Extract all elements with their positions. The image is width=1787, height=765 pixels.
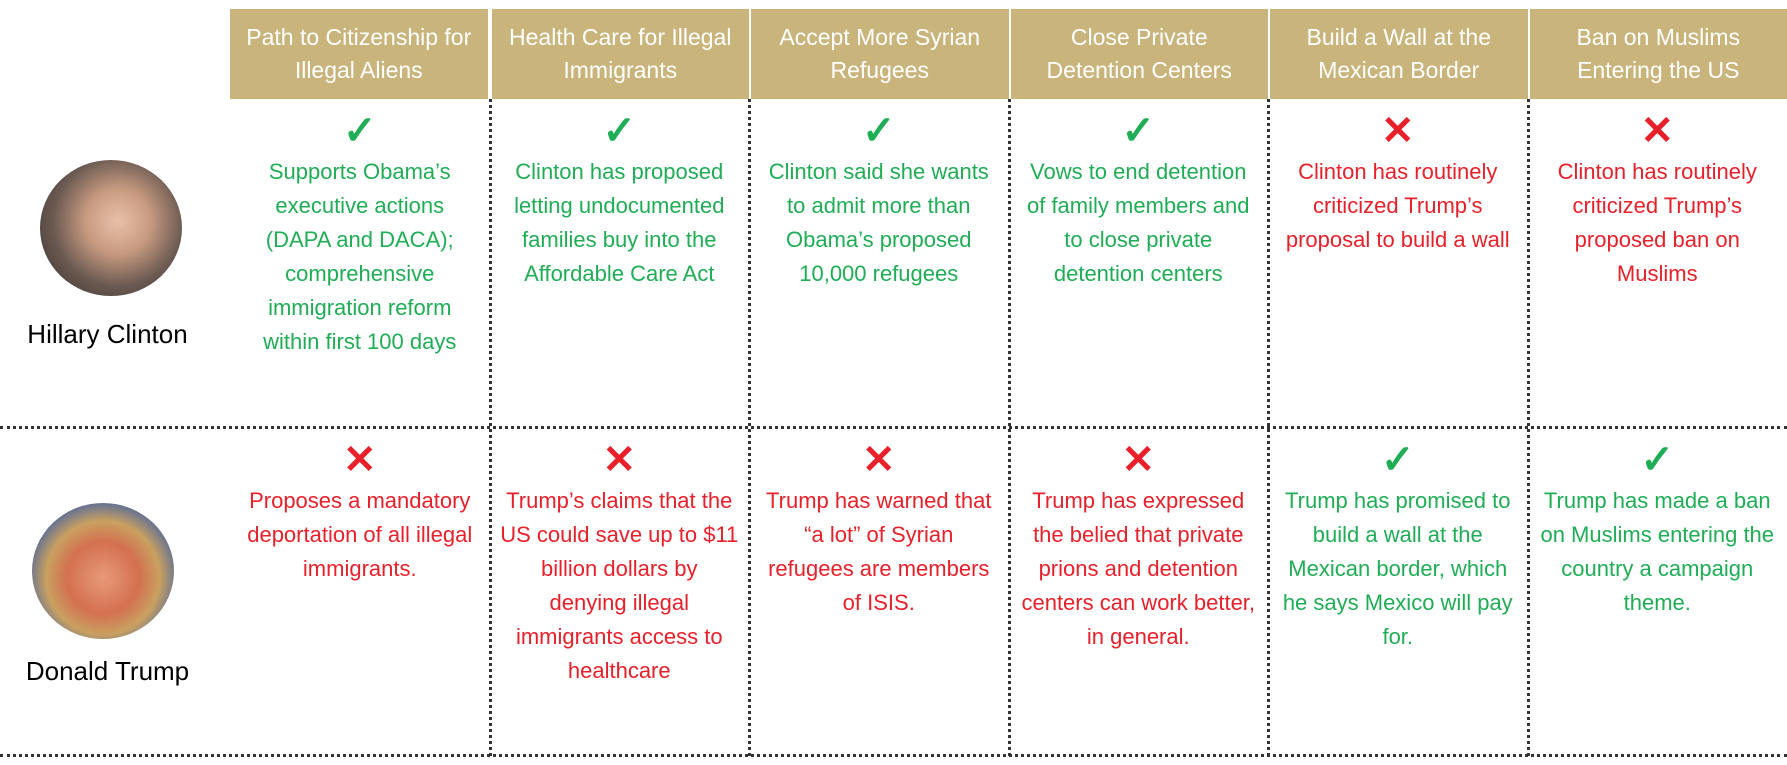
stance-mark: ✕ <box>602 438 636 482</box>
stance-mark: ✕ <box>1380 109 1415 153</box>
row-divider <box>0 426 1787 429</box>
column-divider <box>1267 99 1270 756</box>
position-cell: ✓ Clinton said she wants to admit more th… <box>749 99 1009 428</box>
position-text: Trump has expressed the belied that priv… <box>1021 488 1256 649</box>
stance-mark: ✓ <box>1380 438 1415 482</box>
row-divider <box>0 754 1787 757</box>
position-cell: ✕ Proposes a mandatory deportation of all… <box>230 428 490 756</box>
position-cell: ✕ Trump has warned that “a lot” of Syrian… <box>749 428 1009 756</box>
column-divider <box>488 99 492 756</box>
column-header: Build a Wall at the Mexican Border <box>1270 9 1528 99</box>
position-cell: ✓ Vows to end detention of family members… <box>1009 99 1269 428</box>
position-text: Trump’s claims that the US could save up… <box>500 488 739 683</box>
column-header: Ban on Muslims Entering the US <box>1529 9 1787 99</box>
position-cell: ✓ Trump has made a ban on Muslims enterin… <box>1528 428 1787 756</box>
stance-mark: ✓ <box>1640 438 1674 482</box>
stance-mark: ✓ <box>861 109 896 153</box>
position-text: Clinton has proposed letting undocumente… <box>514 159 725 286</box>
position-text: Proposes a mandatory deportation of all … <box>247 488 473 581</box>
stance-mark: ✓ <box>342 109 377 153</box>
trump-photo <box>32 503 174 639</box>
position-cell: ✕ Clinton has routinely criticized Trump’… <box>1268 99 1528 428</box>
position-text: Trump has promised to build a wall at th… <box>1282 488 1513 649</box>
stance-mark: ✕ <box>342 438 377 482</box>
position-text: Trump has made a ban on Muslims entering… <box>1540 488 1775 615</box>
position-cell: ✓ Supports Obama’s executive actions (DAP… <box>230 99 490 428</box>
position-cell: ✕ Trump’s claims that the US could save u… <box>490 428 750 756</box>
column-header: Path to Citizenship for Illegal Aliens <box>230 9 488 99</box>
column-header: Health Care for Illegal Immigrants <box>491 9 749 99</box>
position-text: Vows to end detention of family members … <box>1026 159 1250 286</box>
position-cell: ✕ Clinton has routinely criticized Trump’… <box>1528 99 1787 428</box>
clinton-photo <box>40 160 182 296</box>
position-text: Supports Obama’s executive actions (DAPA… <box>263 159 457 354</box>
candidate-name: Donald Trump <box>25 656 190 686</box>
position-text: Clinton has routinely criticized Trump’s… <box>1285 159 1510 252</box>
position-cell: ✓ Trump has promised to build a wall at t… <box>1268 428 1528 756</box>
position-cell: ✓ Clinton has proposed letting undocument… <box>490 99 750 428</box>
stance-mark: ✕ <box>1121 438 1155 482</box>
column-divider <box>748 99 751 756</box>
stance-mark: ✓ <box>1121 109 1155 153</box>
position-text: Clinton has routinely criticized Trump’s… <box>1557 159 1757 286</box>
position-text: Clinton said she wants to admit more tha… <box>768 159 989 286</box>
column-header: Accept More Syrian Refugees <box>751 9 1009 99</box>
column-divider <box>1007 99 1011 756</box>
stance-mark: ✓ <box>602 109 636 153</box>
candidate-name: Hillary Clinton <box>27 319 188 349</box>
column-divider <box>1526 99 1530 756</box>
position-text: Trump has warned that “a lot” of Syrian … <box>766 488 992 615</box>
position-cell: ✕ Trump has expressed the belied that pri… <box>1009 428 1269 756</box>
stance-mark: ✕ <box>1640 109 1674 153</box>
column-header: Close Private Detention Centers <box>1010 9 1268 99</box>
stance-mark: ✕ <box>861 438 896 482</box>
